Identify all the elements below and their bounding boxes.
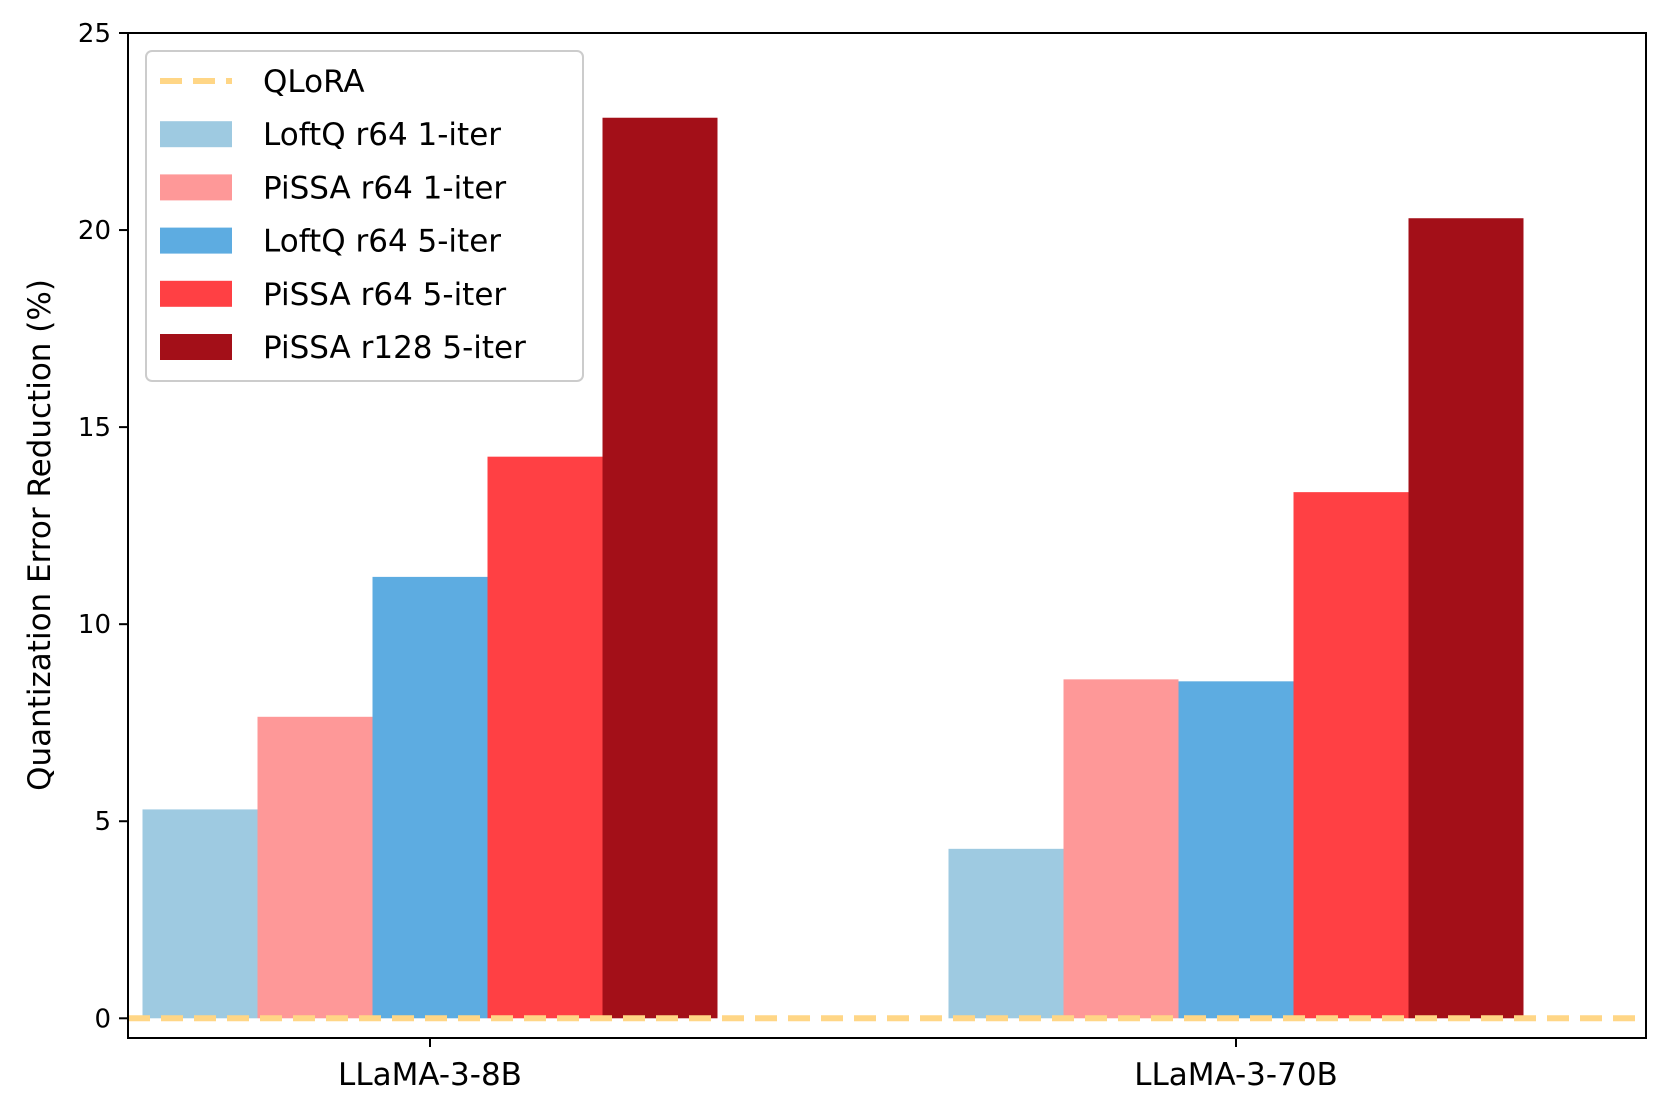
bar-pissa-r64-1-iter-llama-3-8b <box>257 716 373 1019</box>
x-axis-ticks: LLaMA-3-8B LLaMA-3-70B <box>338 1038 1338 1093</box>
bar-pissa-r64-1-iter-llama-3-70b <box>1063 679 1179 1019</box>
legend-label: QLoRA <box>263 64 365 100</box>
legend-items: QLoRA LoftQ r64 1-iter PiSSA r64 1-iter Lof… <box>160 64 526 366</box>
legend-label: PiSSA r64 5-iter <box>263 277 506 313</box>
bars-layer <box>142 117 1524 1019</box>
legend: QLoRA LoftQ r64 1-iter PiSSA r64 1-iter Lof… <box>145 50 584 382</box>
legend-label: PiSSA r128 5-iter <box>263 330 526 366</box>
bar-loftq-r64-1-iter-llama-3-70b <box>948 848 1064 1019</box>
y-tick-label: 15 <box>78 413 111 443</box>
legend-swatch <box>160 334 232 360</box>
bar-loftq-r64-5-iter-llama-3-8b <box>372 576 488 1019</box>
legend-label: PiSSA r64 1-iter <box>263 170 506 206</box>
y-tick-label: 25 <box>78 19 111 49</box>
x-tick-label: LLaMA-3-8B <box>338 1057 522 1093</box>
legend-swatch <box>160 174 232 201</box>
plot-frame <box>127 32 1647 1039</box>
legend-label: LoftQ r64 5-iter <box>263 224 501 260</box>
bar-pissa-r128-5-iter-llama-3-70b <box>1408 218 1524 1019</box>
legend-swatch <box>160 121 232 148</box>
y-tick-label: 5 <box>94 807 111 837</box>
y-tick-label: 10 <box>78 610 111 640</box>
legend-box <box>145 50 584 382</box>
legend-swatch <box>160 280 232 307</box>
bar-pissa-r128-5-iter-llama-3-8b <box>602 117 718 1019</box>
bar-loftq-r64-5-iter-llama-3-70b <box>1178 681 1294 1019</box>
legend-label: LoftQ r64 1-iter <box>263 117 501 153</box>
y-axis-ticks: 0 5 10 15 20 25 <box>78 19 128 1034</box>
bar-pissa-r64-5-iter-llama-3-70b <box>1293 492 1409 1019</box>
x-tick-label: LLaMA-3-70B <box>1134 1057 1338 1093</box>
bar-loftq-r64-1-iter-llama-3-8b <box>142 809 258 1019</box>
y-tick-label: 0 <box>94 1004 111 1034</box>
legend-swatch <box>160 227 232 254</box>
y-axis-label: Quantization Error Reduction (%) <box>22 279 58 791</box>
y-tick-label: 20 <box>78 216 111 246</box>
bar-pissa-r64-5-iter-llama-3-8b <box>487 456 603 1019</box>
